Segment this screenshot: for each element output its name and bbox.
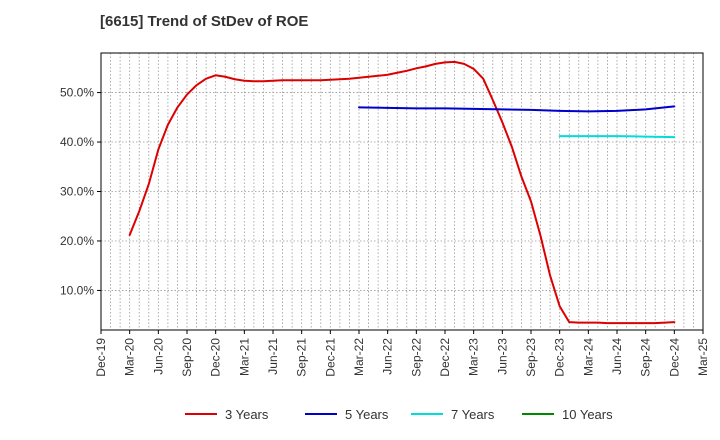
x-tick-label: Sep-24 [639, 338, 653, 377]
x-tick-label: Mar-23 [467, 338, 481, 376]
plot-frame [100, 52, 704, 331]
x-tick-label: Mar-25 [696, 338, 710, 376]
legend-label: 10 Years [562, 407, 613, 422]
x-tick-label: Mar-22 [352, 338, 366, 376]
x-tick-label: Dec-19 [94, 338, 108, 377]
legend: 3 Years 5 Years 7 Years 10 Years [185, 407, 613, 422]
x-tick-label: Jun-21 [266, 338, 280, 375]
y-tick-label: 50.0% [60, 86, 94, 100]
x-tick-label: Dec-21 [323, 338, 337, 377]
x-tick-label: Jun-24 [610, 338, 624, 375]
y-tick-label: 10.0% [60, 283, 94, 297]
chart-title: [6615] Trend of StDev of ROE [100, 13, 309, 30]
x-tick-label: Sep-21 [295, 338, 309, 377]
series-line-3-years [128, 60, 676, 325]
x-tick-label: Jun-22 [381, 338, 395, 375]
y-tick-label: 20.0% [60, 234, 94, 248]
grid [101, 53, 703, 330]
y-tick-label: 40.0% [60, 135, 94, 149]
x-tick-label: Dec-23 [553, 338, 567, 377]
series-line-5-years [358, 105, 676, 113]
x-axis-ticks: Dec-19 Mar-20 Jun-20 Sep-20 Dec-20 Mar-21 Jun-… [94, 330, 710, 377]
series-line-7-years [558, 135, 676, 139]
legend-label: 5 Years [345, 407, 389, 422]
x-tick-label: Sep-20 [180, 338, 194, 377]
x-tick-label: Jun-23 [495, 338, 509, 375]
x-tick-label: Dec-22 [438, 338, 452, 377]
x-tick-label: Mar-21 [237, 338, 251, 376]
x-tick-label: Sep-22 [409, 338, 423, 377]
x-tick-label: Mar-20 [123, 338, 137, 376]
legend-label: 7 Years [451, 407, 495, 422]
x-tick-label: Sep-23 [524, 338, 538, 377]
series-lines [128, 60, 676, 325]
y-axis-ticks: 10.0% 20.0% 30.0% 40.0% 50.0% [60, 86, 101, 297]
y-tick-label: 30.0% [60, 185, 94, 199]
x-tick-label: Mar-24 [581, 338, 595, 376]
x-tick-label: Dec-20 [209, 338, 223, 377]
legend-label: 3 Years [225, 407, 269, 422]
x-tick-label: Jun-20 [151, 338, 165, 375]
x-tick-label: Dec-24 [667, 338, 681, 377]
